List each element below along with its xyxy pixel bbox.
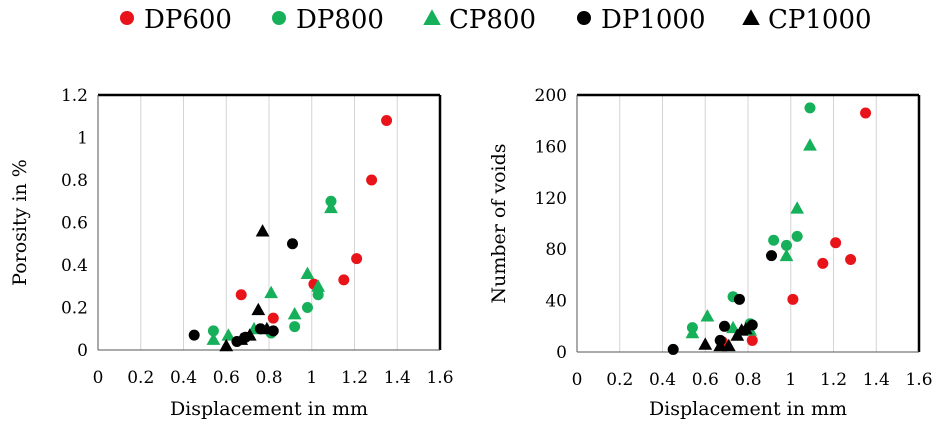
legend-label-cp800: CP800 (449, 5, 536, 35)
x-tick-label: 1.6 (905, 370, 932, 390)
data-point-dp600 (235, 289, 247, 301)
y-tick-label: 0.4 (61, 256, 88, 276)
data-point-dp600 (817, 257, 829, 269)
x-tick-label: 1.2 (341, 368, 368, 388)
data-point-dp800 (301, 302, 313, 313)
x-tick-label: 1 (785, 370, 796, 390)
data-point-dp800 (791, 230, 803, 242)
x-tick-label: 0 (93, 368, 104, 388)
y-tick-label: 200 (535, 86, 567, 106)
y-tick-label: 0.6 (61, 214, 88, 234)
x-tick-label: 1.4 (863, 370, 890, 390)
data-point-cp1000 (234, 332, 249, 345)
data-point-dp1000 (188, 329, 200, 341)
y-tick-label: 80 (545, 240, 567, 260)
data-point-cp800 (221, 328, 236, 341)
x-tick-label: 0.6 (213, 368, 240, 388)
y-tick-label: 120 (535, 189, 567, 209)
data-point-cp800 (311, 279, 326, 292)
y-tick-label: 1.2 (61, 86, 88, 106)
legend-label-dp1000: DP1000 (601, 5, 706, 35)
data-point-dp1000 (287, 238, 299, 250)
data-point-dp800 (804, 102, 816, 114)
data-point-dp800 (768, 234, 780, 246)
data-point-dp1000 (733, 293, 745, 305)
legend-marker-cp1000 (742, 9, 760, 25)
data-point-dp600 (746, 334, 758, 346)
data-point-cp800 (324, 200, 338, 214)
y-axis-title: Number of voids (488, 143, 510, 303)
data-point-dp800 (780, 239, 792, 251)
y-tick-label: 0.2 (61, 299, 88, 319)
x-axis-title: Displacement in mm (649, 398, 847, 420)
data-point-cp800 (300, 266, 315, 279)
data-point-dp800 (312, 289, 324, 301)
legend-label-dp800: DP800 (296, 5, 384, 35)
legend-marker-cp800 (423, 9, 441, 25)
data-point-dp600 (351, 253, 363, 265)
x-tick-label: 0.8 (255, 368, 282, 388)
data-point-cp800 (685, 325, 700, 339)
data-point-cp1000 (255, 224, 270, 237)
x-tick-label: 1.4 (384, 368, 411, 388)
y-tick-label: 0.8 (61, 171, 88, 191)
voids-chart: 0 0.2 0.4 0.6 0.8 1 1.2 1.4 1.6 0 40 80 120 160 200 Dis… (488, 86, 933, 420)
data-point-dp600 (338, 274, 350, 286)
legend-marker-dp600 (120, 11, 134, 25)
y-tick-label: 160 (535, 137, 567, 157)
x-tick-label: 0.8 (734, 370, 761, 390)
data-point-cp800 (790, 201, 805, 214)
x-tick-label: 0.4 (649, 370, 676, 390)
legend-label-dp600: DP600 (144, 5, 232, 35)
data-point-dp800 (207, 325, 219, 337)
data-point-cp800 (287, 307, 302, 320)
x-tick-label: 1.2 (820, 370, 847, 390)
data-point-dp600 (787, 293, 799, 305)
data-point-cp800 (700, 309, 715, 322)
x-tick-label: 1 (306, 368, 317, 388)
data-point-cp1000 (738, 321, 753, 335)
data-point-dp1000 (667, 343, 679, 355)
data-point-cp1000 (251, 302, 266, 316)
data-point-cp1000 (698, 337, 713, 350)
y-tick-label: 1 (77, 129, 88, 149)
y-tick-label: 0 (77, 341, 88, 361)
x-axis-title: Displacement in mm (170, 398, 368, 420)
data-point-cp1000 (219, 338, 234, 352)
data-point-cp800 (264, 285, 279, 299)
porosity-chart: 0 0.2 0.4 0.6 0.8 1 1.2 1.4 1.6 0 0.2 0.4 0.6 0.8 1 1.2… (9, 86, 454, 420)
data-point-cp1000 (259, 321, 274, 335)
data-point-cp1000 (242, 328, 257, 341)
data-point-dp600 (381, 115, 393, 126)
x-tick-label: 0 (572, 370, 583, 390)
data-point-cp800 (779, 248, 794, 262)
data-point-dp600 (860, 107, 872, 119)
x-tick-label: 0.2 (127, 368, 154, 388)
data-point-dp600 (830, 237, 842, 249)
legend: DP600 DP800 CP800 DP1000 CP1000 (120, 5, 872, 35)
data-point-dp1000 (718, 320, 730, 332)
legend-marker-dp800 (272, 11, 286, 25)
x-tick-label: 0.2 (606, 370, 633, 390)
legend-marker-dp1000 (577, 11, 591, 25)
data-point-dp600 (267, 312, 279, 324)
data-point-cp800 (803, 138, 817, 151)
x-tick-label: 0.6 (692, 370, 719, 390)
data-point-dp800 (289, 321, 301, 333)
legend-label-cp1000: CP1000 (768, 5, 872, 35)
data-point-dp1000 (766, 250, 778, 262)
data-point-dp600 (845, 253, 857, 265)
y-tick-label: 40 (545, 292, 567, 312)
data-point-dp600 (366, 174, 378, 186)
data-point-cp1000 (721, 338, 736, 352)
data-point-dp1000 (746, 319, 758, 331)
y-tick-label: 0 (556, 343, 567, 363)
y-axis-title: Porosity in % (9, 159, 31, 286)
data-point-cp800 (206, 332, 221, 345)
x-tick-label: 1.6 (426, 368, 453, 388)
x-tick-label: 0.4 (170, 368, 197, 388)
